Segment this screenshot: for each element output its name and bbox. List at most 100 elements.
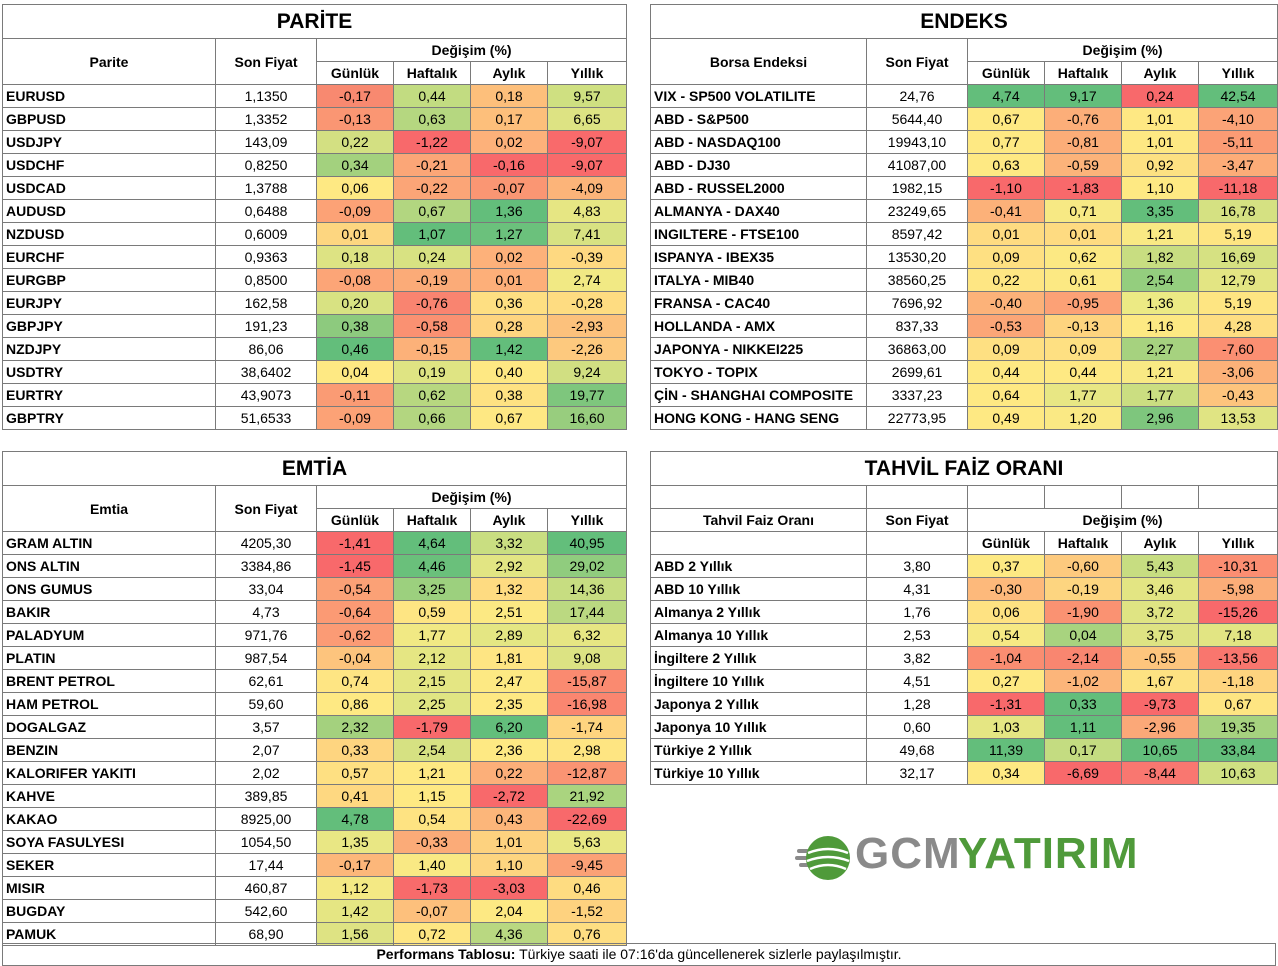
emtia-row-name: SEKER	[2, 853, 216, 877]
parite-row-daily: 0,22	[316, 130, 394, 154]
tahvil-row-daily: 0,27	[967, 669, 1045, 693]
endeks-row-weekly: 0,09	[1044, 337, 1122, 361]
parite-row-daily: -0,09	[316, 199, 394, 223]
tahvil-row-price: 32,17	[866, 761, 968, 785]
parite-row-name: GBPUSD	[2, 107, 216, 131]
emtia-row-yearly: 17,44	[546, 600, 628, 624]
tahvil-row-price: 49,68	[866, 738, 968, 762]
emtia-row-weekly: 2,15	[393, 669, 471, 693]
parite-row-price: 0,8500	[215, 268, 317, 292]
parite-row-name: USDCAD	[2, 176, 216, 200]
endeks-row-name: HOLLANDA - AMX	[650, 314, 867, 338]
tahvil-row-monthly: -9,73	[1121, 692, 1199, 716]
parite-row-weekly: 1,07	[393, 222, 471, 246]
parite-row-price: 0,6009	[215, 222, 317, 246]
parite-row-monthly: 0,28	[470, 314, 548, 338]
parite-row-monthly: 1,36	[470, 199, 548, 223]
emtia-row-monthly: 2,04	[470, 899, 548, 923]
parite-row-monthly: 0,17	[470, 107, 548, 131]
parite-row-name: AUDUSD	[2, 199, 216, 223]
parite-row: NZDJPY 86,06 0,46 -0,15 1,42 -2,26	[2, 337, 628, 361]
parite-row-daily: 0,01	[316, 222, 394, 246]
parite-row-monthly: 0,18	[470, 84, 548, 108]
emtia-row-monthly: 2,47	[470, 669, 548, 693]
endeks-row-weekly: -1,83	[1044, 176, 1122, 200]
endeks-row: HOLLANDA - AMX 837,33 -0,53 -0,13 1,16 4,28	[650, 314, 1278, 338]
emtia-row-daily: -1,41	[316, 531, 394, 555]
tahvil-row: Türkiye 2 Yıllık 49,68 11,39 0,17 10,65 33,84	[650, 738, 1278, 762]
tahvil-blank-cell	[866, 485, 968, 509]
emtia-col-yearly: Yıllık	[546, 508, 628, 532]
emtia-row-daily: 0,33	[316, 738, 394, 762]
emtia-row-name: KAKAO	[2, 807, 216, 831]
emtia-row-monthly: 0,22	[470, 761, 548, 785]
emtia-row-weekly: 0,72	[393, 922, 471, 946]
endeks-row-yearly: 16,69	[1197, 245, 1278, 269]
emtia-row-weekly: 2,54	[393, 738, 471, 762]
parite-row-price: 1,3788	[215, 176, 317, 200]
parite-col-yearly: Yıllık	[546, 61, 628, 85]
endeks-row: HONG KONG - HANG SENG 22773,95 0,49 1,20 2,9…	[650, 406, 1278, 430]
emtia-row-price: 2,02	[215, 761, 317, 785]
tahvil-row: ABD 2 Yıllık 3,80 0,37 -0,60 5,43 -10,31	[650, 554, 1278, 578]
emtia-table: EMTİA Emtia Son Fiyat Değişim (%) Günlük…	[1, 451, 628, 946]
endeks-row-weekly: 0,44	[1044, 360, 1122, 384]
emtia-row-daily: 1,42	[316, 899, 394, 923]
parite-col-daily: Günlük	[316, 61, 394, 85]
emtia-row: KALORIFER YAKITI 2,02 0,57 1,21 0,22 -12,87	[2, 761, 628, 785]
tahvil-blank-cell	[967, 485, 1045, 509]
tahvil-row: Almanya 2 Yıllık 1,76 0,06 -1,90 3,72 -15,26	[650, 600, 1278, 624]
parite-row-name: GBPTRY	[2, 406, 216, 430]
endeks-col-change: Değişim (%)	[966, 38, 1278, 62]
endeks-row-monthly: 1,21	[1121, 222, 1199, 246]
endeks-row-weekly: 1,77	[1044, 383, 1122, 407]
parite-row-daily: 0,06	[316, 176, 394, 200]
emtia-col-change: Değişim (%)	[315, 485, 628, 509]
endeks-row-daily: 0,67	[967, 107, 1045, 131]
tahvil-row-name: Almanya 10 Yıllık	[650, 623, 867, 647]
parite-col-weekly: Haftalık	[393, 61, 471, 85]
emtia-row-weekly: 1,21	[393, 761, 471, 785]
parite-row-weekly: -0,76	[393, 291, 471, 315]
tahvil-row-weekly: 1,11	[1044, 715, 1122, 739]
parite-row-price: 1,1350	[215, 84, 317, 108]
tahvil-blank-cell	[650, 485, 867, 509]
endeks-row-daily: 0,77	[967, 130, 1045, 154]
endeks-title: ENDEKS	[649, 4, 1278, 39]
emtia-row: GRAM ALTIN 4205,30 -1,41 4,64 3,32 40,95	[2, 531, 628, 555]
logo-text-yatirim: YATIRIM	[958, 829, 1139, 878]
emtia-row-name: KALORIFER YAKITI	[2, 761, 216, 785]
tahvil-row-monthly: 1,67	[1121, 669, 1199, 693]
emtia-row-price: 971,76	[215, 623, 317, 647]
tahvil-row-price: 0,60	[866, 715, 968, 739]
parite-row-monthly: 1,27	[470, 222, 548, 246]
parite-row-weekly: 0,62	[393, 383, 471, 407]
emtia-row: SOYA FASULYESI 1054,50 1,35 -0,33 1,01 5,63	[2, 830, 628, 854]
parite-row-monthly: 0,36	[470, 291, 548, 315]
endeks-row-yearly: 4,28	[1197, 314, 1278, 338]
endeks-table: ENDEKS Borsa Endeksi Son Fiyat Değişim (…	[649, 4, 1278, 430]
emtia-col-monthly: Aylık	[470, 508, 548, 532]
parite-row-weekly: 0,24	[393, 245, 471, 269]
emtia-row-price: 59,60	[215, 692, 317, 716]
tahvil-row-monthly: -8,44	[1121, 761, 1199, 785]
emtia-row-monthly: 1,81	[470, 646, 548, 670]
tahvil-row-monthly: 5,43	[1121, 554, 1199, 578]
tahvil-row-price: 3,82	[866, 646, 968, 670]
endeks-row-weekly: 0,01	[1044, 222, 1122, 246]
endeks-row-monthly: 1,82	[1121, 245, 1199, 269]
emtia-row-monthly: 1,10	[470, 853, 548, 877]
parite-row-price: 43,9073	[215, 383, 317, 407]
emtia-row-monthly: 1,32	[470, 577, 548, 601]
tahvil-row: İngiltere 10 Yıllık 4,51 0,27 -1,02 1,67 -1,1…	[650, 669, 1278, 693]
gcm-yatirim-logo: GCM YATIRIM	[795, 825, 1138, 887]
endeks-row-price: 38560,25	[866, 268, 968, 292]
parite-row-weekly: -0,58	[393, 314, 471, 338]
parite-col-monthly: Aylık	[470, 61, 548, 85]
tahvil-row: Türkiye 10 Yıllık 32,17 0,34 -6,69 -8,44 10,6…	[650, 761, 1278, 785]
emtia-row-monthly: 6,20	[470, 715, 548, 739]
endeks-row-daily: 0,01	[967, 222, 1045, 246]
parite-row-yearly: 9,57	[546, 84, 628, 108]
emtia-row-name: PALADYUM	[2, 623, 216, 647]
parite-row-yearly: 9,24	[546, 360, 628, 384]
